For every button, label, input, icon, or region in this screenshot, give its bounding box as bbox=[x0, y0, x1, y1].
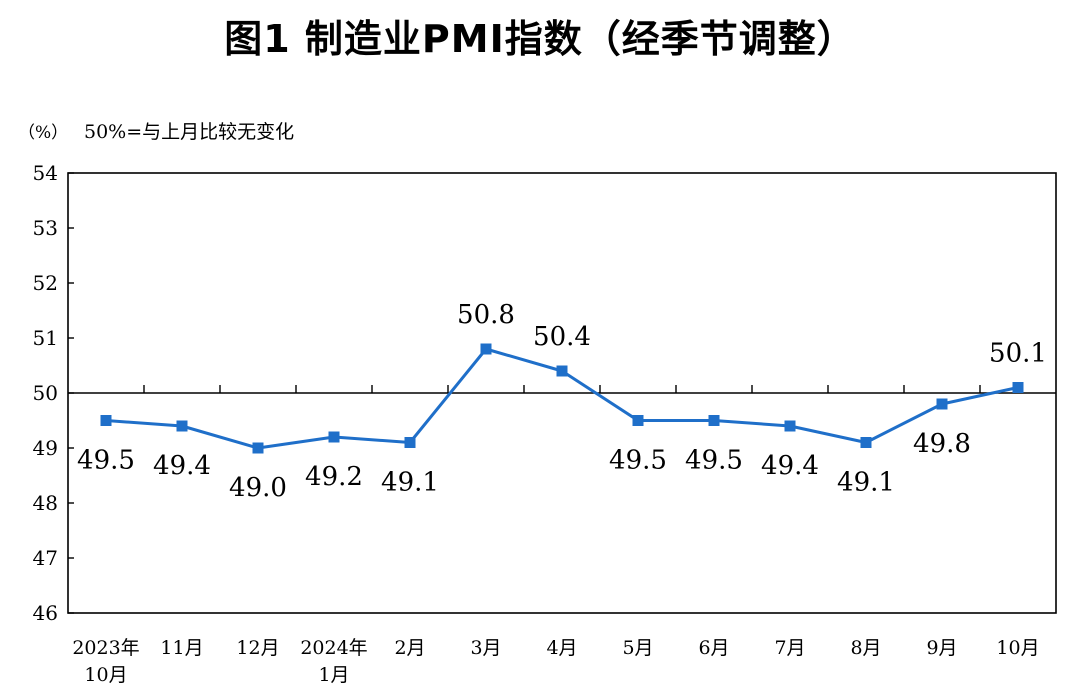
x-tick-label: 5月 bbox=[622, 637, 653, 659]
data-label: 49.5 bbox=[685, 446, 743, 476]
data-point-marker bbox=[708, 415, 720, 426]
data-point-marker bbox=[100, 415, 112, 426]
data-point-marker bbox=[404, 437, 416, 448]
data-point-marker bbox=[176, 420, 188, 432]
data-point-marker bbox=[252, 442, 264, 454]
data-label: 49.0 bbox=[229, 473, 287, 503]
y-tick-label: 48 bbox=[33, 491, 58, 515]
data-label: 49.8 bbox=[913, 429, 971, 459]
x-tick-label: 2023年 bbox=[72, 637, 139, 659]
x-tick-label: 11月 bbox=[160, 637, 203, 659]
x-tick-label: 1月 bbox=[318, 664, 349, 686]
chart-title: 图1 制造业PMI指数（经季节调整） bbox=[224, 17, 856, 61]
data-point-marker bbox=[556, 365, 568, 377]
data-label: 49.4 bbox=[153, 451, 211, 481]
baseline-note: 50%=与上月比较无变化 bbox=[84, 121, 294, 143]
x-tick-label: 9月 bbox=[926, 637, 957, 659]
data-label: 49.4 bbox=[761, 451, 819, 481]
data-point-marker bbox=[480, 343, 492, 355]
x-tick-label: 8月 bbox=[850, 637, 881, 659]
data-label: 49.5 bbox=[77, 446, 135, 476]
x-tick-label: 2月 bbox=[394, 637, 425, 659]
data-point-marker bbox=[784, 420, 796, 432]
x-tick-label: 10月 bbox=[84, 664, 127, 686]
y-axis-unit-label: （%） bbox=[18, 123, 68, 143]
y-tick-label: 52 bbox=[33, 271, 58, 295]
data-point-marker bbox=[1012, 382, 1024, 393]
y-tick-label: 51 bbox=[33, 326, 58, 350]
x-tick-label: 7月 bbox=[774, 637, 805, 659]
data-label: 50.1 bbox=[989, 339, 1047, 369]
series-line bbox=[105, 347, 1019, 450]
x-tick-label: 10月 bbox=[996, 637, 1039, 659]
data-label: 49.1 bbox=[837, 468, 895, 498]
y-tick-label: 46 bbox=[33, 601, 58, 625]
x-tick-label: 4月 bbox=[546, 637, 577, 659]
x-tick-label: 12月 bbox=[236, 637, 279, 659]
x-tick-label: 6月 bbox=[698, 637, 729, 659]
data-label: 49.2 bbox=[305, 462, 363, 492]
data-point-marker bbox=[632, 415, 644, 426]
x-tick-label: 3月 bbox=[470, 637, 501, 659]
data-point-marker bbox=[860, 437, 872, 448]
data-label: 50.4 bbox=[533, 322, 591, 352]
data-label: 49.5 bbox=[609, 446, 667, 476]
y-tick-label: 53 bbox=[33, 216, 58, 240]
data-point-marker bbox=[936, 398, 948, 410]
data-point-marker bbox=[328, 431, 340, 443]
y-tick-label: 49 bbox=[33, 436, 58, 460]
x-tick-label: 2024年 bbox=[300, 637, 367, 659]
y-tick-label: 54 bbox=[33, 161, 58, 185]
data-label: 49.1 bbox=[381, 468, 439, 498]
y-tick-label: 50 bbox=[33, 381, 58, 405]
y-tick-label: 47 bbox=[33, 546, 58, 570]
data-label: 50.8 bbox=[457, 300, 515, 330]
